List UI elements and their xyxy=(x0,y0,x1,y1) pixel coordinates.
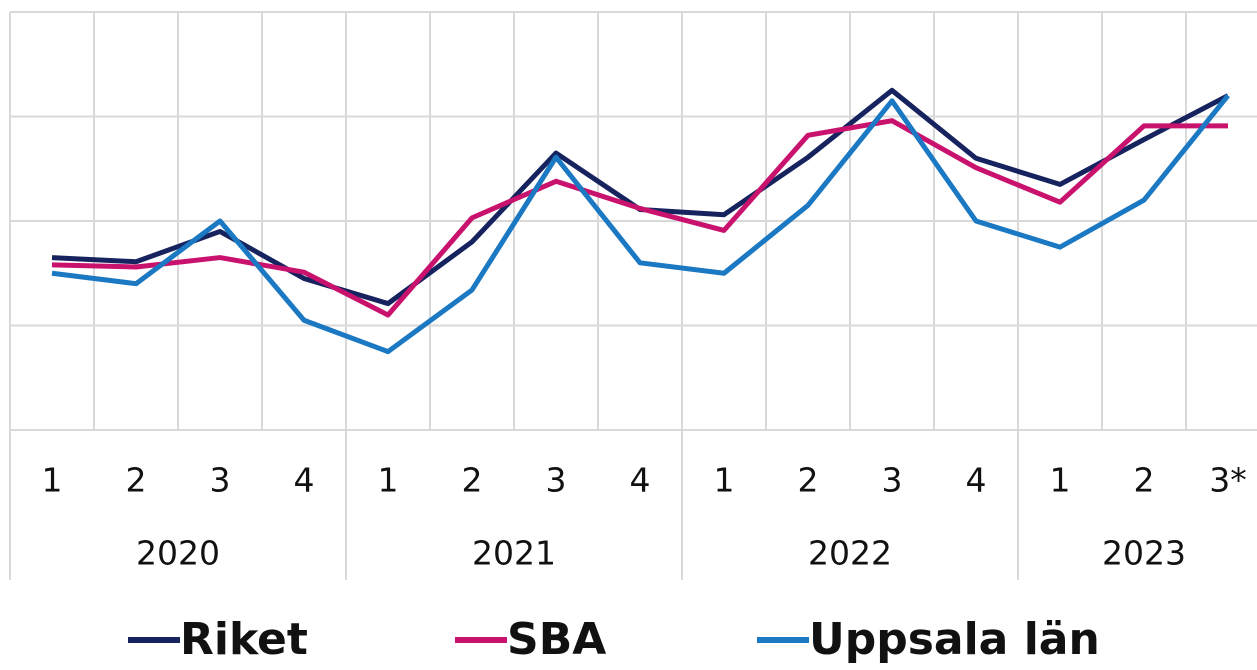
legend-label: Uppsala län xyxy=(809,614,1100,665)
x-tick-label: 1 xyxy=(42,461,63,500)
x-tick-label: 2 xyxy=(126,461,147,500)
group-label: 2023 xyxy=(1102,534,1186,573)
x-tick-label: 2 xyxy=(798,461,819,500)
x-tick-label: 1 xyxy=(378,461,399,500)
x-tick-label: 1 xyxy=(714,461,735,500)
group-label: 2022 xyxy=(808,534,892,573)
group-label: 2021 xyxy=(472,534,556,573)
x-tick-label: 2 xyxy=(1134,461,1155,500)
x-tick-label: 4 xyxy=(294,461,315,500)
x-tick-label: 3* xyxy=(1209,461,1247,500)
x-tick-label: 3 xyxy=(882,461,903,500)
group-label: 2020 xyxy=(136,534,220,573)
legend-label: SBA xyxy=(507,614,606,665)
legend-label: Riket xyxy=(180,614,308,665)
x-tick-label: 3 xyxy=(546,461,567,500)
x-tick-label: 4 xyxy=(966,461,987,500)
series-line xyxy=(51,118,1228,318)
x-tick-label: 2 xyxy=(462,461,483,500)
x-tick-label: 1 xyxy=(1050,461,1071,500)
series-line xyxy=(51,94,1230,355)
x-tick-label: 3 xyxy=(210,461,231,500)
x-tick-label: 4 xyxy=(630,461,651,500)
